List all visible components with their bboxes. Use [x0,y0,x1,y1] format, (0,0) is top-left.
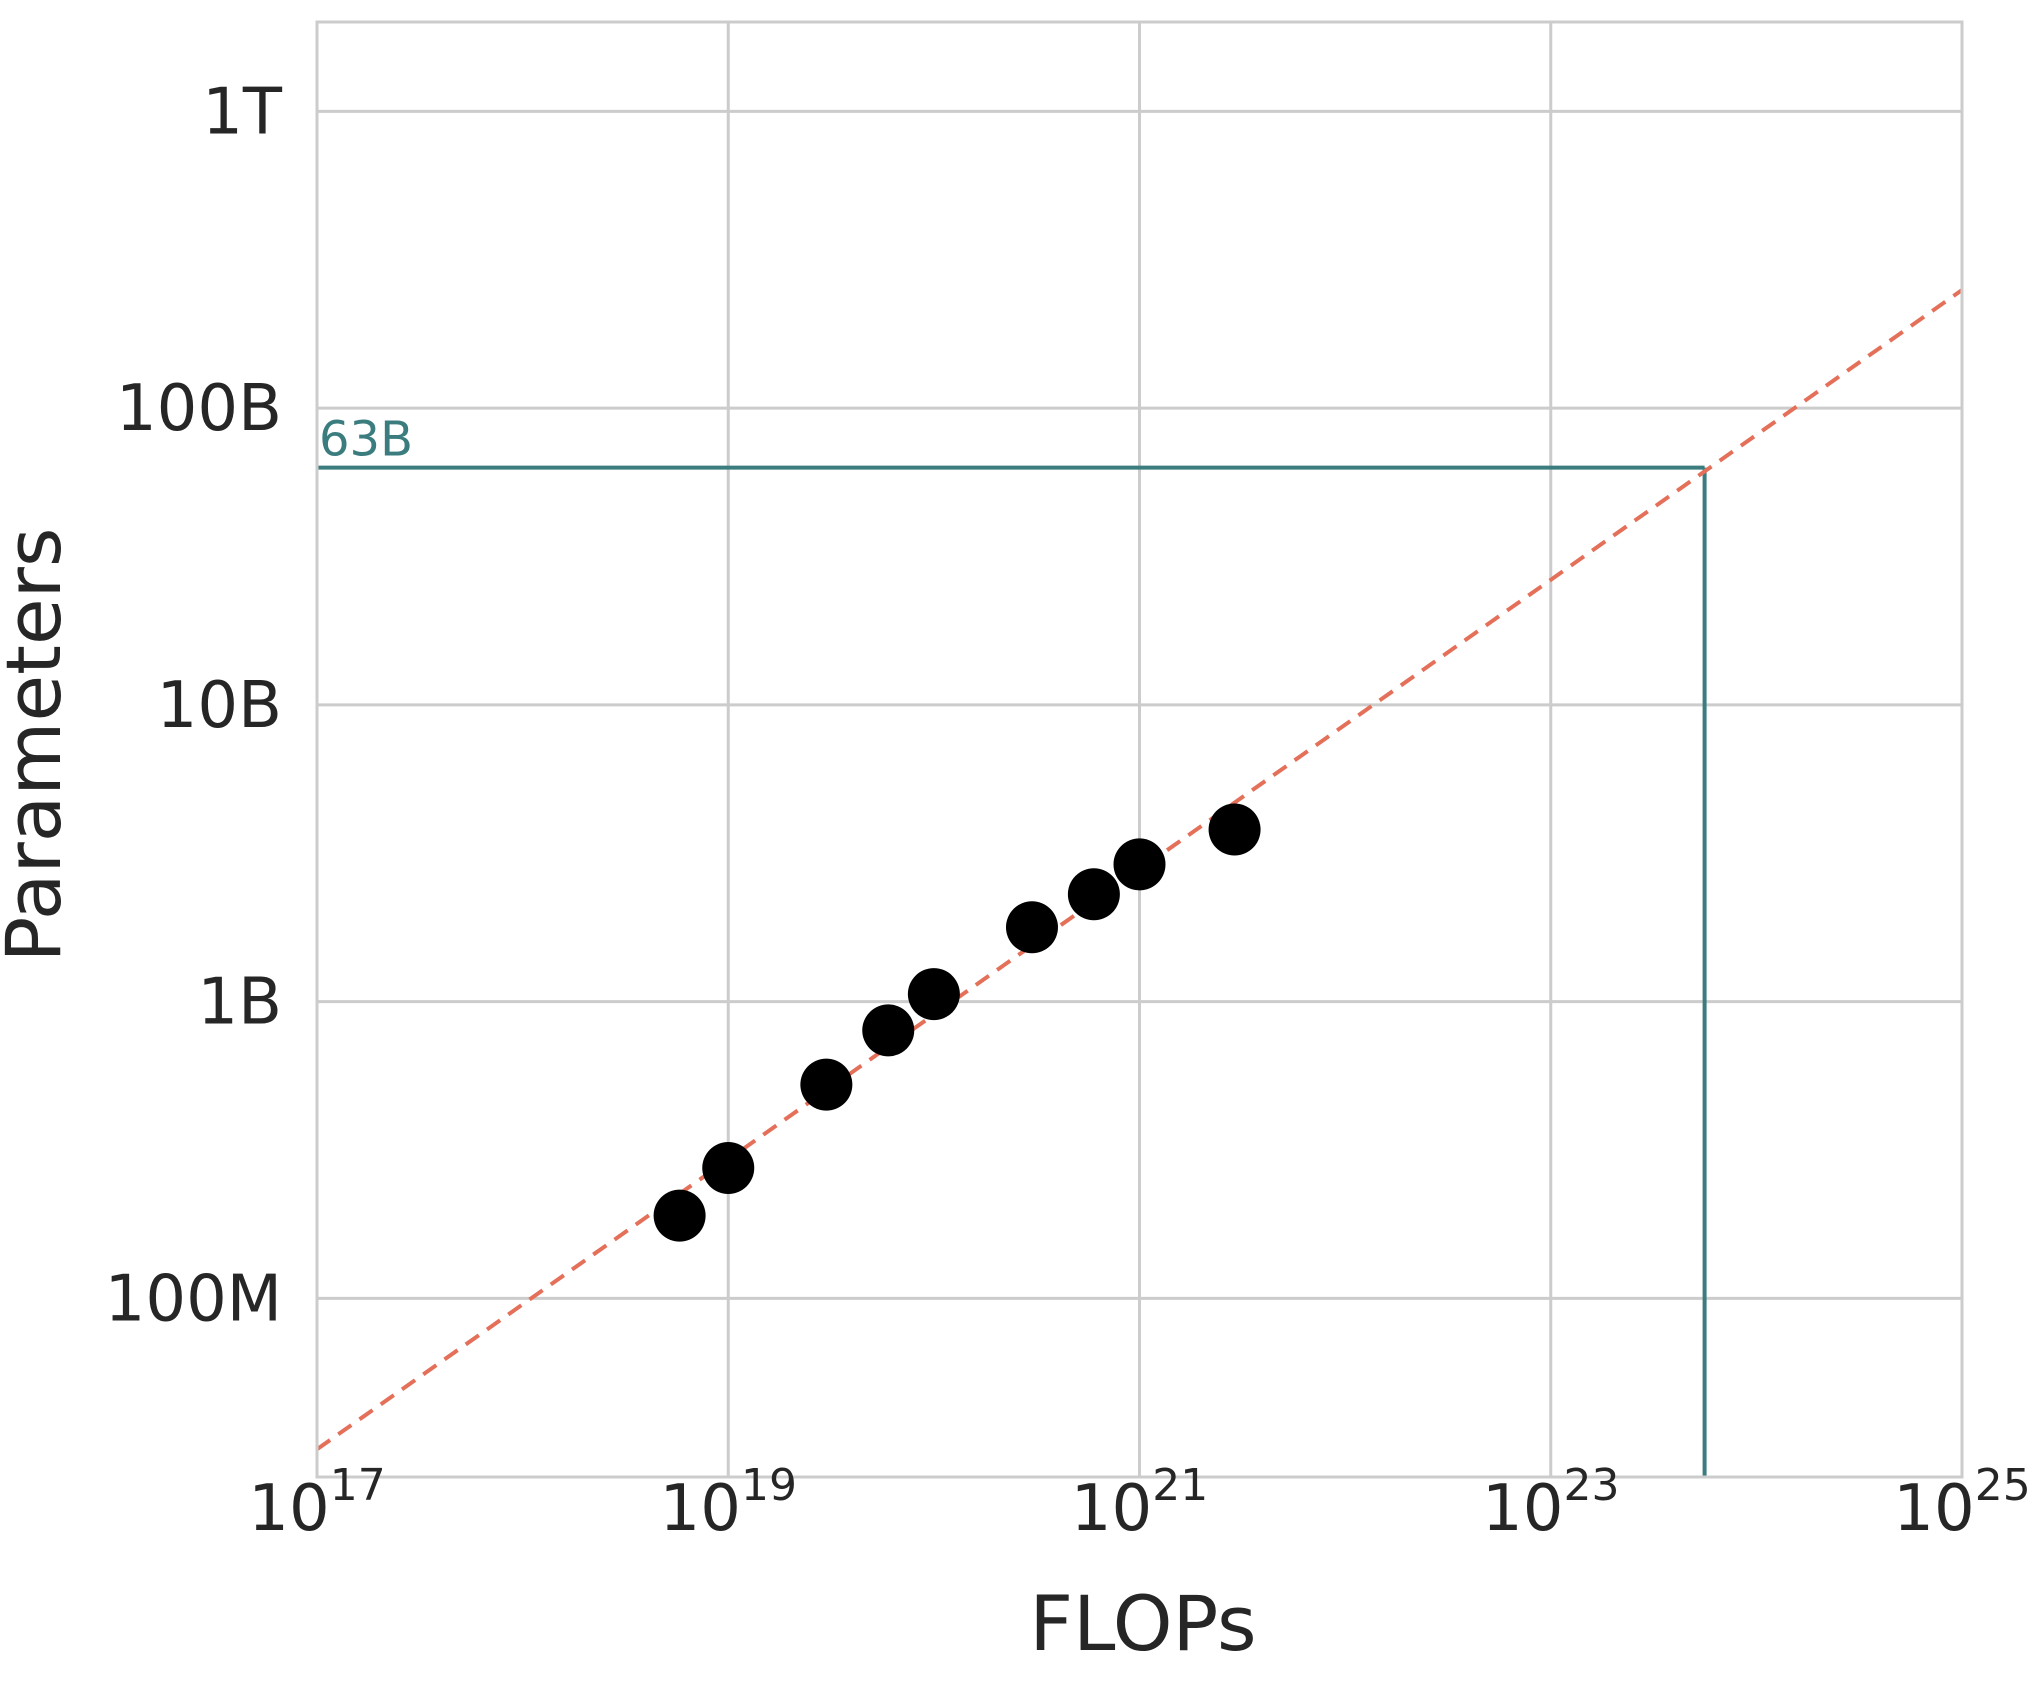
grid [315,22,1964,1477]
x-tick-labels: 1017 1019 1021 1023 1025 [248,1460,2030,1546]
fit-line-group [315,288,1964,1451]
y-tick-label: 100B [116,372,282,446]
y-axis-title: Parameters [0,528,78,963]
plot-frame [315,20,1964,1479]
data-point [907,968,960,1021]
y-tick-label: 1B [197,966,282,1040]
data-point [702,1141,755,1194]
x-tick-label: 1025 [1893,1460,2030,1546]
fit-line [315,288,1964,1451]
data-point [862,1004,915,1057]
y-tick-label: 100M [105,1262,282,1336]
x-axis-title: FLOPs [1029,1579,1256,1668]
data-point [1113,838,1166,891]
data-point [800,1058,853,1111]
x-tick-label: 1017 [248,1460,385,1546]
projection-label: 63B [319,412,413,468]
data-point [1208,803,1261,856]
projection-lines [317,465,1707,1477]
y-tick-label: 10B [157,669,282,743]
x-tick-label: 1021 [1071,1460,1208,1546]
data-points [653,803,1261,1242]
y-tick-label: 1T [202,75,283,149]
x-tick-label: 1023 [1482,1460,1619,1546]
x-tick-label: 1019 [660,1460,797,1546]
data-point [653,1189,706,1242]
data-point [1067,868,1120,921]
data-point [1005,901,1058,954]
y-tick-labels: 100M 1B 10B 100B 1T [105,75,283,1336]
